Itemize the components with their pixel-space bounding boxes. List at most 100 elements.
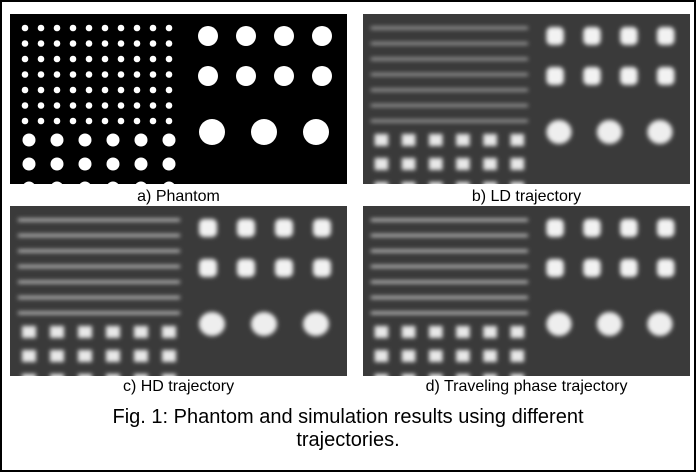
dot — [236, 26, 256, 46]
dot — [85, 117, 93, 125]
dot — [583, 259, 601, 277]
line-artifact — [370, 249, 528, 253]
line-artifact — [18, 280, 180, 284]
dot — [37, 40, 45, 47]
dot — [275, 259, 293, 277]
dot — [374, 182, 389, 184]
dot — [198, 26, 218, 46]
dot — [456, 374, 470, 376]
dot — [106, 157, 120, 171]
dot — [428, 158, 443, 170]
dot — [162, 133, 176, 147]
dot — [37, 102, 45, 109]
line-artifact — [370, 104, 528, 107]
dot — [117, 117, 125, 125]
dot — [149, 55, 157, 63]
dot — [456, 158, 470, 170]
dot — [237, 219, 255, 237]
dot — [483, 374, 497, 376]
dot — [135, 181, 147, 184]
dot — [620, 27, 638, 45]
dot — [620, 67, 638, 85]
dot — [236, 66, 256, 86]
image — [10, 206, 347, 376]
line-artifact — [18, 296, 180, 299]
dot — [21, 102, 29, 109]
dot — [78, 157, 92, 171]
dot — [428, 134, 443, 146]
dot — [21, 24, 29, 32]
dot — [456, 134, 470, 146]
image — [10, 14, 347, 184]
panel-caption: d) Traveling phase trajectory — [425, 378, 628, 395]
dot — [428, 182, 443, 184]
line-artifact — [18, 234, 180, 237]
dot — [546, 67, 564, 85]
dot — [133, 24, 141, 32]
dot — [483, 182, 497, 184]
dot — [199, 312, 225, 336]
figure-caption: Fig. 1: Phantom and simulation results u… — [112, 406, 584, 451]
objects — [370, 26, 675, 184]
dot — [101, 86, 109, 94]
dot — [251, 119, 277, 145]
dot — [133, 55, 141, 63]
dot — [374, 326, 389, 338]
dot — [69, 117, 77, 125]
dot — [374, 134, 389, 146]
dot — [149, 71, 157, 78]
dot — [78, 326, 92, 338]
line-artifact — [18, 218, 180, 222]
dot — [134, 374, 148, 376]
dot — [657, 67, 675, 85]
dot — [647, 120, 673, 144]
dot — [79, 181, 91, 184]
dot — [50, 326, 64, 338]
line-artifact — [370, 218, 528, 222]
dot — [50, 350, 64, 362]
dot — [101, 55, 109, 63]
dot — [583, 67, 601, 85]
line-artifact — [370, 88, 528, 92]
dot — [162, 350, 176, 362]
dot — [510, 350, 525, 362]
dot — [85, 24, 93, 32]
line-artifact — [370, 119, 528, 123]
dot — [251, 312, 277, 336]
dot — [69, 55, 77, 63]
dot — [78, 350, 92, 362]
dot — [106, 133, 120, 147]
dot — [483, 134, 497, 146]
dot — [107, 181, 119, 184]
dot — [483, 350, 497, 362]
dot — [37, 24, 45, 32]
dot — [456, 350, 470, 362]
dot — [23, 181, 35, 184]
dot — [647, 312, 673, 336]
dot — [274, 26, 294, 46]
dot — [657, 27, 675, 45]
dot — [274, 66, 294, 86]
dot — [101, 71, 109, 78]
dot — [50, 133, 64, 147]
dot — [85, 86, 93, 94]
dot — [312, 66, 332, 86]
dot — [133, 102, 141, 109]
dot — [21, 71, 29, 78]
dot — [620, 219, 638, 237]
dot — [51, 181, 63, 184]
line-artifact — [370, 42, 528, 45]
hd-image — [10, 206, 347, 376]
dot — [163, 181, 175, 184]
panel-caption: a) Phantom — [137, 188, 220, 205]
dot — [583, 27, 601, 45]
dot — [85, 71, 93, 78]
dot — [401, 134, 416, 146]
objects — [370, 218, 675, 376]
dot — [401, 158, 416, 170]
dot — [134, 350, 148, 362]
line-artifact — [18, 265, 180, 268]
dot — [374, 158, 389, 170]
dot — [106, 350, 120, 362]
dot — [401, 374, 416, 376]
